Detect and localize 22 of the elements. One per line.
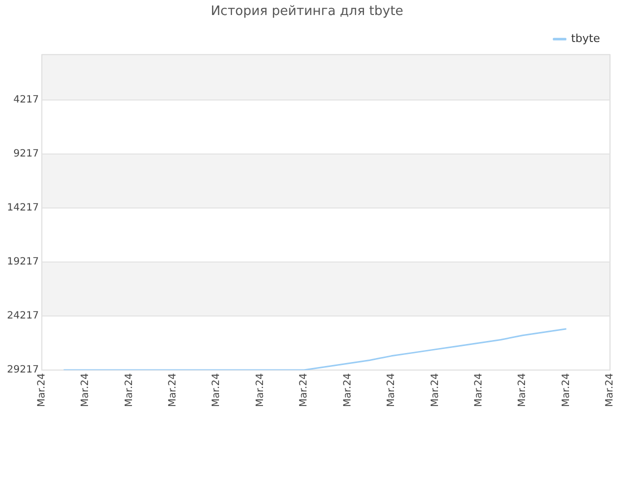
x-tick-label: Mar.24 xyxy=(36,373,48,408)
x-tick-label: Mar.24 xyxy=(386,373,398,408)
y-tick-label: 24217 xyxy=(7,310,39,322)
y-tick-label: 14217 xyxy=(7,202,39,214)
x-tick-label: Mar.24 xyxy=(473,373,484,408)
chart-title: История рейтинга для tbyte xyxy=(210,4,404,20)
x-tick-label: Mar.24 xyxy=(80,373,92,408)
x-tick-label: Mar.24 xyxy=(604,373,616,408)
x-tick-label: Mar.24 xyxy=(342,373,354,408)
x-tick-label: Mar.24 xyxy=(211,373,222,408)
x-tick-label: Mar.24 xyxy=(124,373,135,408)
y-tick-label: 9217 xyxy=(13,148,39,160)
legend-label: tbyte xyxy=(571,32,600,45)
x-tick-label: Mar.24 xyxy=(517,373,528,408)
x-tick-label: Mar.24 xyxy=(168,373,179,408)
y-tick-label: 4217 xyxy=(13,94,39,106)
x-tick-label: Mar.24 xyxy=(560,373,572,408)
x-tick-label: Mar.24 xyxy=(298,373,310,408)
x-tick-label: Mar.24 xyxy=(430,373,441,408)
y-tick-label: 19217 xyxy=(7,256,39,268)
x-tick-label: Mar.24 xyxy=(254,373,266,408)
y-tick-label: 29217 xyxy=(7,364,39,376)
